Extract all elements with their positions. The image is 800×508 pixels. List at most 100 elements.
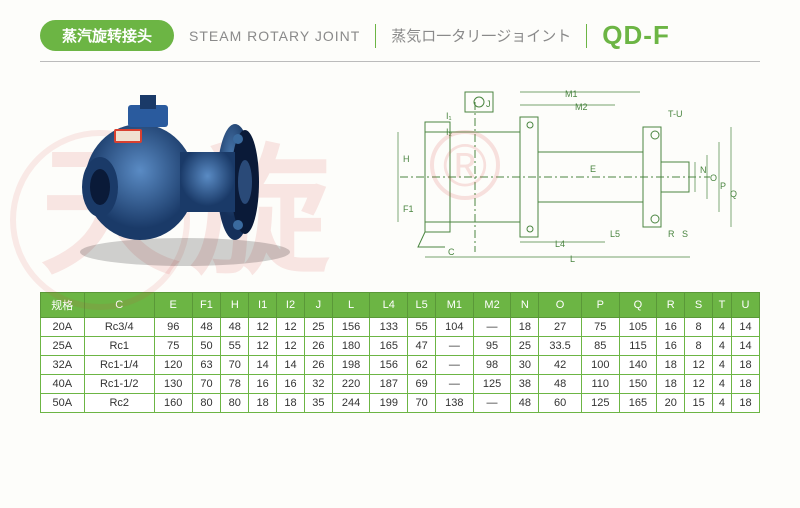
table-cell: 4 [713,394,732,413]
table-cell: Rc1-1/2 [84,375,154,394]
table-cell: 48 [221,318,249,337]
table-cell: 133 [370,318,408,337]
table-header-cell: S [685,293,713,318]
table-cell: 63 [192,356,221,375]
table-cell: 62 [408,356,436,375]
table-cell: 38 [511,375,539,394]
table-cell: 4 [713,375,732,394]
table-row: 20ARc3/496484812122515613355104—18277510… [41,318,760,337]
table-body: 20ARc3/496484812122515613355104—18277510… [41,318,760,413]
table-cell: 4 [713,337,732,356]
table-cell: 70 [192,375,221,394]
table-cell: 187 [370,375,408,394]
table-cell: 14 [731,318,759,337]
table-header-cell: I2 [277,293,305,318]
table-cell: 16 [277,375,305,394]
table-cell: 48 [192,318,221,337]
table-cell: 15 [685,394,713,413]
table-cell: 16 [657,318,685,337]
table-cell: 18 [657,356,685,375]
table-cell: 20A [41,318,85,337]
table-header-cell: R [657,293,685,318]
table-cell: 12 [685,375,713,394]
spec-table: 规格CEF1HI1I2JLL4L5M1M2NOPQRSTU 20ARc3/496… [40,292,760,413]
table-cell: 130 [154,375,192,394]
table-header-row: 规格CEF1HI1I2JLL4L5M1M2NOPQRSTU [41,293,760,318]
svg-text:R: R [668,229,675,239]
product-code: QD-F [602,20,670,51]
header-divider [375,24,376,48]
table-cell: 12 [277,337,305,356]
table-row: 40ARc1-1/2130707816163222018769—12538481… [41,375,760,394]
table-cell: 115 [619,337,657,356]
svg-text:N: N [700,165,707,175]
table-cell: 18 [657,375,685,394]
table-cell: 30 [511,356,539,375]
table-cell: 156 [332,318,370,337]
table-cell: 75 [581,318,619,337]
table-cell: 198 [332,356,370,375]
watermark-registered: ® [430,130,500,200]
figure-row: I₁J I₂ HF1 C L4L5 L M1M2 E T-U NO PQ RS [0,62,800,292]
table-cell: 12 [249,318,277,337]
svg-text:C: C [448,247,455,257]
table-cell: 12 [685,356,713,375]
table-cell: 25 [304,318,332,337]
table-cell: 69 [408,375,436,394]
table-cell: — [436,337,474,356]
svg-text:L4: L4 [555,239,565,249]
table-header-cell: L [332,293,370,318]
title-en: STEAM ROTARY JOINT [189,28,360,44]
table-cell: 32A [41,356,85,375]
table-cell: 138 [436,394,474,413]
table-cell: 104 [436,318,474,337]
title-jp: 蒸気ロ一タリ一ジョイント [391,25,571,46]
table-cell: 18 [511,318,539,337]
table-header-cell: H [221,293,249,318]
table-cell: 220 [332,375,370,394]
header-bar: 蒸汽旋转接头 STEAM ROTARY JOINT 蒸気ロ一タリ一ジョイント Q… [0,0,800,61]
table-cell: — [473,318,511,337]
table-cell: 4 [713,356,732,375]
table-cell: 75 [154,337,192,356]
product-photo [40,77,330,277]
table-cell: 55 [221,337,249,356]
table-header-cell: O [539,293,582,318]
table-cell: 165 [370,337,408,356]
table-header-cell: M1 [436,293,474,318]
table-cell: 18 [731,356,759,375]
table-cell: 42 [539,356,582,375]
table-cell: 18 [249,394,277,413]
table-cell: 96 [154,318,192,337]
table-cell: — [436,375,474,394]
table-cell: 26 [304,356,332,375]
table-row: 50ARc2160808018183524419970138—486012516… [41,394,760,413]
table-cell: 8 [685,337,713,356]
table-cell: 18 [731,375,759,394]
table-cell: 98 [473,356,511,375]
table-cell: 35 [304,394,332,413]
table-cell: 110 [581,375,619,394]
table-header-cell: M2 [473,293,511,318]
table-cell: 50 [192,337,221,356]
table-cell: 48 [511,394,539,413]
table-cell: 26 [304,337,332,356]
table-cell: 150 [619,375,657,394]
table-header-cell: Q [619,293,657,318]
header-divider-2 [586,24,587,48]
table-cell: 20 [657,394,685,413]
table-cell: 8 [685,318,713,337]
table-cell: 78 [221,375,249,394]
svg-text:T-U: T-U [668,109,683,119]
svg-text:F1: F1 [403,204,414,214]
table-cell: 80 [221,394,249,413]
table-cell: 70 [408,394,436,413]
table-header-cell: F1 [192,293,221,318]
table-cell: 160 [154,394,192,413]
technical-diagram: I₁J I₂ HF1 C L4L5 L M1M2 E T-U NO PQ RS [360,77,760,277]
table-cell: 12 [249,337,277,356]
table-cell: 156 [370,356,408,375]
table-cell: 50A [41,394,85,413]
table-cell: 14 [277,356,305,375]
table-header-cell: L5 [408,293,436,318]
